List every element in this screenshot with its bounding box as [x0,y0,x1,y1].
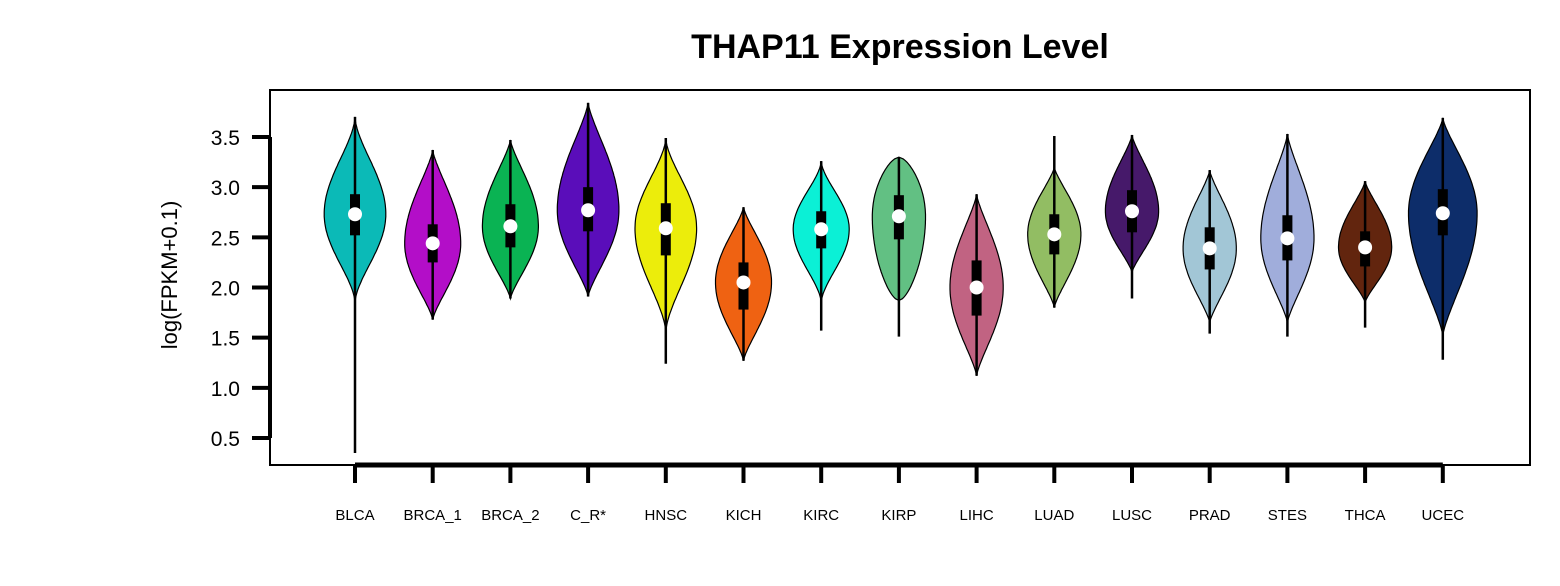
x-tick-label: BRCA_2 [481,507,539,524]
x-tick-label: BRCA_1 [404,507,462,524]
violins [323,102,1478,454]
violin-median-dot [425,236,440,251]
violin-hnsc [634,137,698,364]
x-tick-label: BLCA [335,507,374,524]
violin-median-dot [503,219,518,234]
violin-median-dot [658,221,673,236]
chart-title: THAP11 Expression Level [691,28,1109,66]
violin-luad [1027,135,1082,308]
violin-kich [714,207,773,361]
violin-median-dot [814,222,829,237]
violin-median-dot [348,207,362,222]
x-tick-label: UCEC [1422,507,1465,524]
violin-brca-1 [404,149,462,320]
x-tick-label: KICH [726,507,762,524]
violin-median-dot [736,275,751,290]
violin-median-dot [581,203,596,218]
y-tick-label: 2.5 [211,227,240,250]
violin-ucec [1407,117,1478,360]
violin-median-dot [891,209,906,224]
violin-stes [1260,133,1315,337]
violin-lihc [949,194,1004,376]
x-tick-label: STES [1268,507,1307,524]
x-tick-label: KIRP [881,507,916,524]
violin-brca-2 [481,139,539,301]
violin-median-dot [1047,227,1062,242]
violin-median-dot [1358,240,1373,255]
x-tick-label: KIRC [803,507,839,524]
y-tick-label: 1.5 [211,328,240,351]
violin-median-dot [1435,206,1450,221]
y-axis: 0.5 1.0 1.5 2.0 2.5 3.0 3.5 [211,127,272,451]
y-tick-label: 3.0 [211,177,240,200]
violin-c-r- [556,102,620,297]
x-tick-label: LUSC [1112,507,1152,524]
violin-median-dot [1280,231,1295,246]
violin-median-dot [1202,241,1217,256]
violin-blca [323,116,387,454]
x-tick-label: LUAD [1034,507,1074,524]
violin-prad [1182,169,1237,334]
x-axis: BLCA BRCA_1 BRCA_2 C_R* HNSC KICH KIRC KIRP LIHC… [335,462,1465,524]
y-tick-label: 2.0 [211,278,240,301]
x-tick-label: C_R* [570,507,606,524]
x-tick-label: HNSC [645,507,688,524]
y-tick-label: 3.5 [211,127,240,150]
violin-lusc [1104,134,1160,299]
x-tick-label: THCA [1345,507,1386,524]
y-tick-label: 0.5 [211,428,240,451]
violin-kirc [792,161,850,331]
violin-median-dot [1125,204,1139,219]
x-tick-label: PRAD [1189,507,1231,524]
x-tick-label: LIHC [960,507,994,524]
violin-thca [1337,180,1393,328]
y-axis-label: log(FPKM+0.1) [157,201,182,350]
violin-median-dot [969,280,984,295]
violin-kirp [871,156,927,337]
y-tick-label: 1.0 [211,378,240,401]
